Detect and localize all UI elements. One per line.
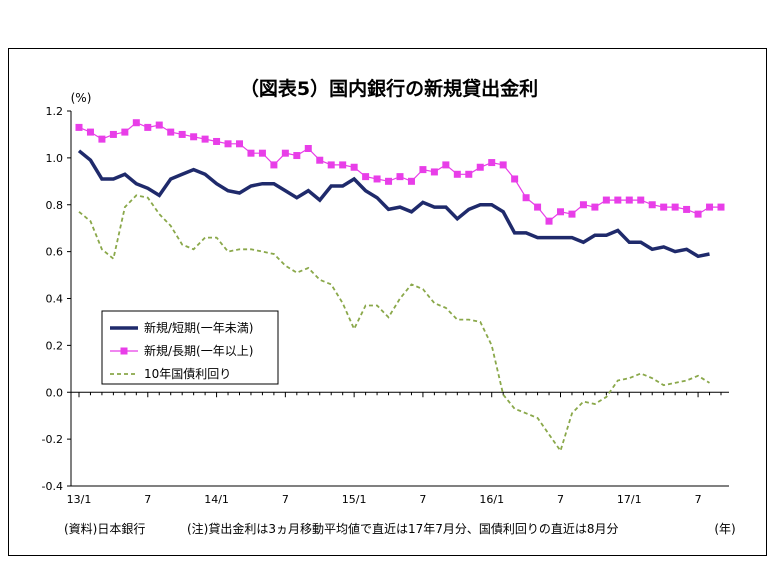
series-2-point: [511, 175, 519, 183]
series-2-point: [98, 135, 106, 143]
series-2-point: [86, 128, 94, 136]
series-2-point: [648, 201, 656, 209]
x-axis-unit-label: (年): [714, 522, 735, 536]
y-tick-label: 0.2: [46, 339, 64, 352]
series-2-point: [224, 140, 232, 148]
legend-label: 新規/短期(一年未満): [144, 320, 253, 335]
series-2-point: [339, 161, 347, 169]
series-2-point: [281, 149, 289, 157]
series-2-point: [568, 210, 576, 218]
series-2-point: [614, 196, 622, 204]
series-2-point: [350, 163, 358, 171]
series-2-point: [591, 203, 599, 211]
series-2-point: [155, 121, 163, 129]
series-2-point: [316, 156, 324, 164]
chart-frame: （図表5）国内銀行の新規貸出金利 (%) 1.2 1.0 0.8 0.6 0.4 0.2 0…: [8, 48, 767, 556]
series-2-point: [706, 203, 714, 211]
x-tick-label: 17/1: [617, 493, 642, 506]
source-note: (資料)日本銀行: [64, 522, 145, 536]
legend: 新規/短期(一年未満) 新規/長期(一年以上) 10年国債利回り: [101, 310, 279, 385]
series-2-point: [522, 194, 530, 202]
series-2-point: [213, 137, 221, 145]
y-tick-label: 1.2: [46, 105, 64, 118]
y-tick-label: -0.2: [42, 433, 63, 446]
legend-label: 10年国債利回り: [144, 366, 231, 381]
x-tick-label: 13/1: [67, 493, 92, 506]
x-tick-label: 7: [419, 493, 426, 506]
x-tick-label: 16/1: [479, 493, 504, 506]
series-2-point: [247, 149, 255, 157]
y-tick-label: 0.0: [46, 386, 64, 399]
y-tick-label: -0.4: [42, 480, 63, 493]
series-2-point: [557, 208, 564, 216]
series-2-point: [201, 135, 209, 143]
series-2-point: [270, 161, 278, 169]
series-2-point: [430, 168, 438, 176]
series-2-point: [488, 159, 496, 167]
series-2-point: [362, 173, 370, 181]
chart-title: （図表5）国内銀行の新規貸出金利: [240, 77, 538, 100]
series-2-point: [396, 173, 404, 181]
series-2-point: [167, 128, 175, 136]
y-axis-unit-label: (%): [71, 91, 92, 105]
series-2-point: [545, 217, 553, 225]
series-2-point: [499, 161, 507, 169]
series-2-point: [476, 163, 484, 171]
series-2-point: [304, 145, 312, 152]
series-2-point: [717, 203, 725, 211]
x-tick-label: 7: [557, 493, 564, 506]
series-line-3: [78, 194, 710, 453]
footnote: (注)貸出金利は3ヵ月移動平均値で直近は17年7月分、国債利回りの直近は8月分: [187, 521, 619, 536]
series-2-point: [671, 203, 679, 211]
legend-box: [101, 310, 279, 385]
y-tick-label: 0.8: [46, 199, 64, 212]
series-2-point: [258, 149, 266, 157]
series-2-point: [109, 130, 117, 138]
series-2-point: [602, 196, 610, 204]
series-line-1: [77, 149, 710, 259]
series-2-point: [327, 161, 335, 169]
series-2-point: [694, 210, 702, 218]
series-2-point: [453, 170, 461, 178]
x-tick-label: 7: [282, 493, 289, 506]
y-tick-label: 1.0: [46, 152, 64, 165]
legend-marker: [120, 347, 128, 355]
series-2-point: [190, 133, 198, 141]
x-tick-label: 7: [144, 493, 151, 506]
series-2-point: [132, 119, 140, 127]
series-2-point: [144, 123, 152, 131]
x-tick-label: 14/1: [204, 493, 229, 506]
series-2-point: [236, 140, 243, 148]
x-tick-label: 7: [695, 493, 702, 506]
series-2-point: [385, 177, 393, 185]
x-tick-label: 15/1: [342, 493, 367, 506]
plot-area: 1.2 1.0 0.8 0.6 0.4 0.2 0.0 -0.2 -0.4 13/1 7 14/1 7 1…: [42, 105, 729, 506]
series-2-point: [121, 128, 129, 136]
series-2-point: [419, 166, 427, 174]
series-2-point: [373, 175, 381, 183]
line-chart: （図表5）国内銀行の新規貸出金利 (%) 1.2 1.0 0.8 0.6 0.4 0.2 0…: [42, 77, 736, 536]
series-2-point: [579, 201, 587, 209]
series-2-point: [293, 152, 301, 160]
y-tick-label: 0.6: [46, 246, 64, 259]
series-2-point: [178, 130, 186, 138]
series-2-point: [75, 123, 83, 131]
series-2-point: [660, 203, 668, 211]
series-2-point: [407, 177, 415, 185]
series-2-point: [637, 196, 645, 204]
series-2-point: [625, 196, 633, 204]
series-2-point: [683, 205, 691, 213]
y-tick-label: 0.4: [46, 293, 64, 306]
series-2-point: [442, 161, 450, 169]
series-2-point: [465, 170, 473, 178]
series-2-point: [534, 203, 542, 211]
legend-label: 新規/長期(一年以上): [144, 343, 253, 358]
